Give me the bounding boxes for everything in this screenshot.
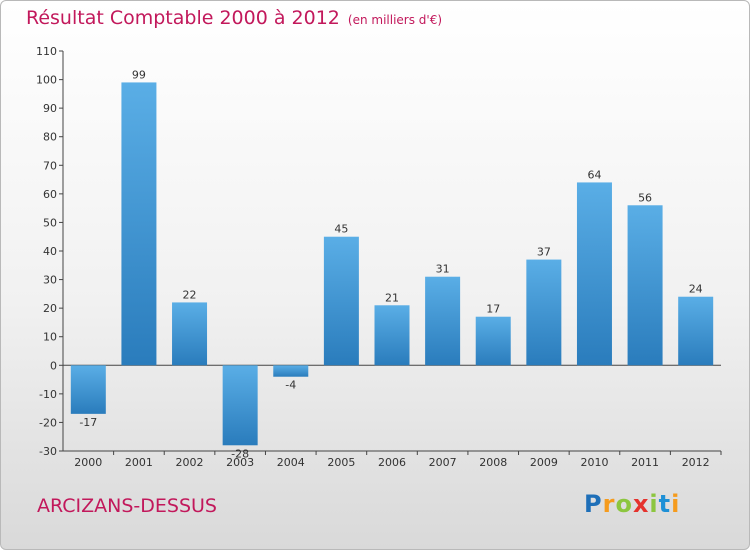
bar	[222, 365, 258, 446]
x-tick-label: 2007	[429, 456, 457, 469]
y-tick-label: 70	[43, 159, 57, 172]
x-tick-label: 2003	[226, 456, 254, 469]
bar	[70, 365, 106, 414]
data-label: 24	[689, 283, 703, 296]
title-text: Résultat Comptable 2000 à 2012	[26, 7, 340, 29]
proxiti-logo: Proxiti	[584, 490, 680, 518]
data-label: 45	[334, 223, 348, 236]
logo-letter: t	[658, 490, 672, 518]
bar	[576, 182, 612, 366]
bar	[627, 205, 663, 366]
data-label: 37	[537, 246, 551, 259]
chart-title: Résultat Comptable 2000 à 2012 (en millie…	[26, 7, 442, 29]
data-label: 22	[183, 288, 197, 301]
logo-letter: x	[632, 490, 650, 518]
bar	[172, 302, 208, 366]
x-tick-label: 2011	[631, 456, 659, 469]
logo-letter: o	[615, 490, 633, 518]
y-tick-label: -20	[39, 416, 57, 429]
y-tick-label: 50	[43, 216, 57, 229]
bar	[374, 305, 410, 366]
y-tick-label: 90	[43, 102, 57, 115]
x-tick-label: 2012	[682, 456, 710, 469]
bar	[425, 276, 461, 366]
y-tick-label: -10	[39, 388, 57, 401]
logo-letter: i	[671, 490, 681, 518]
x-tick-label: 2006	[378, 456, 406, 469]
bar	[323, 236, 359, 366]
y-tick-label: 100	[36, 74, 57, 87]
data-label: 17	[486, 303, 500, 316]
data-label: -4	[285, 379, 296, 392]
bar	[678, 296, 714, 366]
x-tick-label: 2000	[74, 456, 102, 469]
bar	[273, 365, 309, 377]
y-tick-label: -30	[39, 445, 57, 458]
unit-note: (en milliers d'€)	[347, 13, 443, 27]
data-label: -17	[79, 416, 97, 429]
x-tick-label: 2005	[327, 456, 355, 469]
y-tick-label: 0	[50, 359, 57, 372]
logo-letter: i	[649, 490, 659, 518]
x-tick-label: 2009	[530, 456, 558, 469]
x-tick-label: 2010	[580, 456, 608, 469]
data-label: 56	[638, 191, 652, 204]
data-label: -28	[231, 447, 249, 460]
data-label: 64	[587, 168, 601, 181]
data-label: 21	[385, 291, 399, 304]
bar	[526, 259, 562, 366]
data-label: 31	[436, 263, 450, 276]
y-tick-label: 60	[43, 188, 57, 201]
y-tick-label: 20	[43, 302, 57, 315]
y-tick-label: 110	[36, 45, 57, 58]
bars-group: -17 99 22 -28 -4 45 21 31 17 37 64 56 24	[70, 68, 714, 460]
logo-letter: r	[602, 490, 616, 518]
y-tick-label: 30	[43, 274, 57, 287]
y-tick-label: 10	[43, 331, 57, 344]
bar	[475, 316, 511, 366]
city-name: ARCIZANS-DESSUS	[37, 495, 217, 517]
bar	[121, 82, 157, 366]
logo-letter: P	[584, 490, 603, 518]
x-tick-label: 2002	[176, 456, 204, 469]
data-label: 99	[132, 68, 146, 81]
x-tick-label: 2008	[479, 456, 507, 469]
x-tick-label: 2001	[125, 456, 153, 469]
x-tick-label: 2004	[277, 456, 305, 469]
y-tick-label: 80	[43, 131, 57, 144]
y-tick-label: 40	[43, 245, 57, 258]
